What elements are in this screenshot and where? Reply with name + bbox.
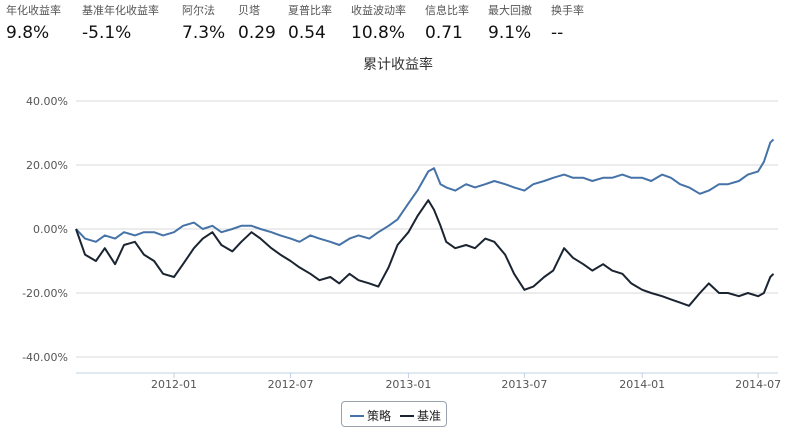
x-axis: 2012-01 2012-07 2013-01 2013-07 2014-01 2014-… [76,372,781,391]
metric-sharpe: 夏普比率 0.54 [288,4,332,43]
metric-label: 换手率 [551,4,584,17]
x-tick-label: 2014-01 [619,378,665,391]
y-tick-label: 20.00% [26,159,68,172]
y-tick-label: -20.00% [22,287,68,300]
metric-value: -- [551,23,564,43]
metric-label: 夏普比率 [288,4,332,17]
metric-label: 信息比率 [425,4,469,17]
metric-turnover: 换手率 -- [551,4,584,43]
metric-beta: 贝塔 0.29 [238,4,276,43]
x-tick-label: 2012-01 [151,378,197,391]
y-tick-label: -40.00% [22,351,68,364]
x-tick-label: 2013-07 [501,378,547,391]
metric-value: 0.29 [238,23,276,43]
benchmark-line [75,199,775,307]
y-axis-labels: 40.00% 20.00% 0.00% -20.00% -40.00% [22,95,68,364]
x-tick-label: 2014-07 [735,378,781,391]
metric-value: 0.54 [288,23,326,43]
metric-value: 7.3% [182,23,226,43]
metric-label: 收益波动率 [351,4,406,17]
strategy-swatch [350,414,364,417]
metrics-bar: 年化收益率 9.8% 基准年化收益率 -5.1% 阿尔法 7.3% 贝塔 0.2… [0,0,787,44]
y-tick-label: 0.00% [33,223,68,236]
legend: 策略 基准 [341,401,447,427]
metric-label: 基准年化收益率 [82,4,159,17]
metric-alpha: 阿尔法 7.3% [182,4,225,43]
x-tick-label: 2013-01 [385,378,431,391]
metric-annual-return: 年化收益率 9.8% [6,4,61,43]
metric-value: 10.8% [351,23,406,43]
chart-title: 累计收益率 [363,56,433,73]
metric-information-ratio: 信息比率 0.71 [425,4,469,43]
grid-lines [76,100,778,358]
y-tick-label: 40.00% [26,95,68,108]
metric-value: 9.1% [488,23,532,43]
metric-volatility: 收益波动率 10.8% [351,4,406,43]
legend-label-benchmark: 基准 [417,409,442,423]
legend-item-strategy[interactable]: 策略 [350,407,391,424]
metric-value: 9.8% [6,23,50,43]
metric-label: 最大回撤 [488,4,532,17]
x-tick-label: 2012-07 [268,378,314,391]
metric-max-drawdown: 最大回撤 9.1% [488,4,532,43]
benchmark-swatch [400,414,414,417]
strategy-line [75,138,775,246]
series-lines [75,138,775,307]
metric-value: 0.71 [425,23,463,43]
metric-value: -5.1% [82,23,132,43]
metric-label: 贝塔 [238,4,260,17]
metric-label: 阿尔法 [182,4,215,17]
legend-label-strategy: 策略 [367,409,392,423]
metric-benchmark-annual-return: 基准年化收益率 -5.1% [82,4,159,43]
metric-label: 年化收益率 [6,4,61,17]
legend-item-benchmark[interactable]: 基准 [400,407,441,424]
